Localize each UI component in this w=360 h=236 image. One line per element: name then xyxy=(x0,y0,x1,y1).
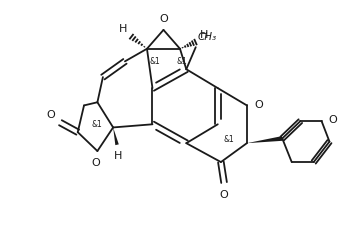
Text: H: H xyxy=(199,30,208,40)
Text: CH₃: CH₃ xyxy=(197,32,216,42)
Text: &1: &1 xyxy=(149,57,160,66)
Polygon shape xyxy=(247,136,283,143)
Text: O: O xyxy=(91,158,100,168)
Text: &1: &1 xyxy=(91,120,102,129)
Text: O: O xyxy=(220,190,229,200)
Polygon shape xyxy=(113,127,119,145)
Text: O: O xyxy=(254,100,263,110)
Text: O: O xyxy=(159,14,168,24)
Text: O: O xyxy=(329,114,337,125)
Text: H: H xyxy=(114,151,122,161)
Text: &1: &1 xyxy=(224,135,234,144)
Text: H: H xyxy=(119,24,127,34)
Text: &1: &1 xyxy=(177,57,188,66)
Text: O: O xyxy=(46,110,55,120)
